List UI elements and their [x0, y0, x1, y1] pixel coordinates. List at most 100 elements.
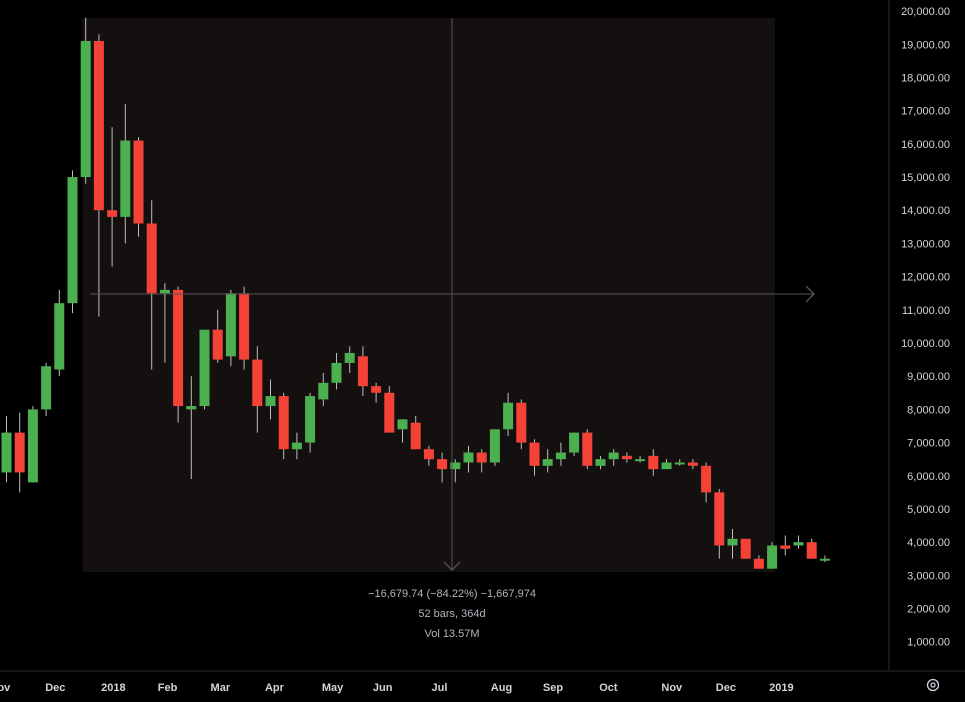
candle: [819, 555, 830, 563]
candle-body: [146, 223, 157, 294]
candle: [661, 459, 672, 470]
candle: [239, 286, 250, 370]
candle-body: [93, 40, 104, 211]
candle: [476, 449, 487, 473]
candle-body: [582, 432, 593, 466]
candle-body: [54, 303, 65, 370]
time-axis[interactable]: Nov Dec 2018 Feb Mar Apr May Jun Jul Aug Sep Oct Nov…: [0, 670, 965, 694]
candle-body: [753, 558, 764, 569]
candle: [371, 382, 382, 403]
candle: [120, 104, 131, 244]
candle-body: [819, 558, 830, 561]
candle-body: [727, 538, 738, 546]
candle-body: [212, 329, 223, 360]
candle: [159, 283, 170, 363]
candle-body: [331, 362, 342, 383]
candle: [674, 459, 685, 466]
candle: [437, 452, 448, 483]
candle-body: [410, 422, 421, 450]
price-tick-label: 18,000.00: [901, 72, 950, 84]
candle-body: [674, 462, 685, 465]
candle: [252, 346, 263, 433]
time-tick-label: Dec: [716, 682, 736, 694]
candle: [753, 555, 764, 569]
price-tick-label: 3,000.00: [907, 570, 950, 582]
time-tick-label: Nov: [0, 682, 11, 694]
candle: [608, 449, 619, 466]
candle: [542, 449, 553, 473]
candle: [265, 379, 276, 420]
candle-body: [371, 386, 382, 393]
candle-body: [450, 462, 461, 470]
measure-range-box: [82, 18, 775, 572]
candle: [80, 17, 91, 184]
price-axis[interactable]: 20,000.00 19,000.00 18,000.00 17,000.00 16,0…: [888, 0, 950, 670]
time-tick-label: Aug: [491, 682, 512, 694]
candle: [146, 200, 157, 370]
candle: [1, 416, 12, 483]
candle-body: [133, 140, 144, 224]
candle-body: [489, 429, 500, 463]
candle-body: [120, 140, 131, 217]
candle-body: [542, 459, 553, 466]
time-tick-label: 2019: [769, 682, 793, 694]
candle-body: [767, 545, 778, 569]
price-tick-label: 4,000.00: [907, 537, 950, 549]
candle-body: [714, 492, 725, 546]
candle: [318, 372, 329, 407]
candle-body: [27, 409, 38, 483]
candle: [714, 489, 725, 559]
candle-body: [278, 396, 289, 450]
price-tick-label: 10,000.00: [901, 338, 950, 350]
measure-change-label: −16,679.74 (−84.22%) −1,667,974: [368, 588, 536, 600]
candle: [67, 170, 78, 314]
candle: [331, 352, 342, 390]
candle-body: [608, 452, 619, 460]
measure-bars-label: 52 bars, 364d: [418, 608, 485, 620]
candle: [199, 329, 210, 410]
price-tick-label: 17,000.00: [901, 106, 950, 118]
candle: [27, 406, 38, 483]
candle: [344, 346, 355, 373]
candle-body: [41, 366, 52, 410]
candle-body: [239, 293, 250, 360]
candle-body: [199, 329, 210, 407]
candle-body: [516, 402, 527, 443]
candle: [555, 442, 566, 466]
candle: [687, 459, 698, 470]
time-tick-label: Mar: [211, 682, 231, 694]
candle: [635, 455, 646, 463]
candle-body: [423, 449, 434, 460]
candle: [410, 416, 421, 450]
candle: [41, 362, 52, 417]
candle-body: [569, 432, 580, 453]
candle-body: [701, 465, 712, 493]
price-tick-label: 7,000.00: [907, 438, 950, 450]
time-tick-label: Apr: [265, 682, 285, 694]
candle-body: [384, 392, 395, 433]
price-tick-label: 9,000.00: [907, 371, 950, 383]
candle-body: [793, 542, 804, 546]
price-tick-label: 6,000.00: [907, 471, 950, 483]
candle-body: [687, 462, 698, 466]
candle: [450, 459, 461, 483]
candle: [278, 392, 289, 460]
candle-body: [344, 352, 355, 363]
settings-button[interactable]: [924, 678, 942, 696]
candle: [516, 399, 527, 450]
price-tick-label: 19,000.00: [901, 39, 950, 51]
candle-body: [1, 432, 12, 473]
candles: [1, 17, 830, 569]
time-tick-label: May: [322, 682, 344, 694]
candle-body: [503, 402, 514, 430]
time-tick-label: Sep: [543, 682, 563, 694]
candle: [186, 376, 197, 480]
candle-body: [555, 452, 566, 460]
price-tick-label: 8,000.00: [907, 404, 950, 416]
settings-gear-icon: [926, 678, 940, 697]
candle-body: [173, 289, 184, 407]
candle: [489, 429, 500, 466]
candle-body: [648, 455, 659, 470]
